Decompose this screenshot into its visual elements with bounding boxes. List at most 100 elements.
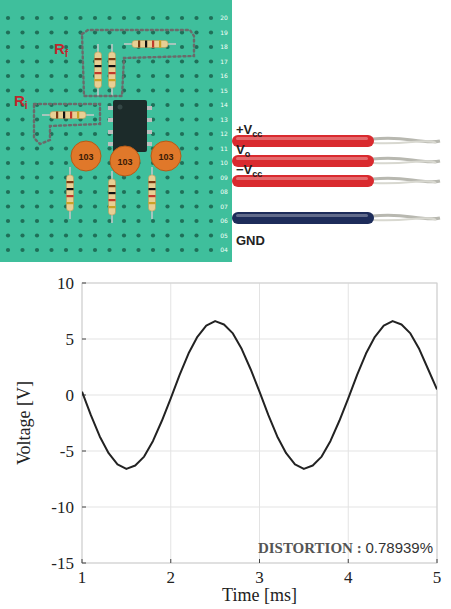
hole	[93, 190, 97, 194]
tick-x	[170, 559, 171, 563]
hole	[6, 132, 10, 136]
hole	[20, 219, 24, 223]
plot-frame	[82, 283, 437, 563]
hole	[49, 248, 53, 252]
row-number: 17	[220, 58, 228, 65]
annotation-value: 0.78939%	[365, 539, 433, 556]
tick-label-x: 2	[167, 568, 176, 587]
hole	[20, 132, 24, 136]
hole	[209, 74, 213, 78]
hole	[35, 190, 39, 194]
hole	[49, 59, 53, 63]
group-outline	[34, 104, 100, 144]
hole	[107, 248, 111, 252]
hole	[6, 88, 10, 92]
wire-label: +Vcc	[236, 122, 262, 139]
hole	[165, 175, 169, 179]
grid-line-x	[348, 283, 349, 563]
hole	[194, 219, 198, 223]
hole	[35, 146, 39, 150]
hole	[194, 103, 198, 107]
resistor-band	[70, 112, 72, 119]
resistor-body	[109, 179, 116, 215]
hole	[6, 190, 10, 194]
resistor-band	[159, 41, 161, 48]
hole	[122, 219, 126, 223]
hole	[165, 233, 169, 237]
hole	[20, 45, 24, 49]
hole	[64, 248, 68, 252]
hole	[49, 74, 53, 78]
hole	[64, 16, 68, 20]
hole	[49, 161, 53, 165]
group-label-main: R	[54, 40, 65, 57]
hole	[78, 74, 82, 78]
hole	[35, 59, 39, 63]
hole	[78, 132, 82, 136]
capacitor-label: 103	[78, 152, 93, 162]
hole	[194, 74, 198, 78]
hole	[165, 88, 169, 92]
resistor-band	[109, 65, 116, 67]
tick-label-x: 4	[344, 568, 353, 587]
hole	[209, 161, 213, 165]
hole	[136, 74, 140, 78]
components: 103103103	[42, 41, 181, 224]
grid-line-x	[259, 283, 260, 563]
hole	[93, 248, 97, 252]
wire-label: Vo	[236, 142, 251, 159]
hole	[107, 88, 111, 92]
hole	[209, 88, 213, 92]
resistor-band	[109, 185, 116, 187]
hole	[78, 204, 82, 208]
hole	[64, 146, 68, 150]
wire-strands	[372, 161, 436, 163]
resistor-body	[149, 175, 156, 211]
row-number: 19	[220, 29, 228, 36]
resistor-band	[149, 195, 156, 197]
hole	[6, 161, 10, 165]
hole	[20, 59, 24, 63]
hole	[122, 248, 126, 252]
resistor-band	[138, 41, 140, 48]
hole	[209, 59, 213, 63]
hole	[136, 233, 140, 237]
hole	[6, 30, 10, 34]
resistor-band	[63, 112, 65, 119]
capacitor-label: 103	[117, 157, 132, 167]
hole	[165, 16, 169, 20]
row-number: 09	[220, 174, 228, 181]
hole	[64, 74, 68, 78]
resistor-band	[109, 79, 116, 81]
tick-label-x: 5	[433, 568, 442, 587]
wire-highlight	[236, 214, 368, 217]
hole	[194, 146, 198, 150]
hole	[209, 146, 213, 150]
group-label-sub: i	[25, 100, 28, 111]
hole	[20, 117, 24, 121]
hole	[6, 117, 10, 121]
hole	[151, 88, 155, 92]
hole	[194, 175, 198, 179]
hole	[6, 146, 10, 150]
group-label-sub: f	[65, 48, 69, 59]
ic-chip	[113, 100, 147, 152]
resistor-band	[149, 181, 156, 183]
hole	[151, 233, 155, 237]
resistor-band	[109, 58, 116, 60]
hole	[209, 204, 213, 208]
hole	[165, 132, 169, 136]
hole	[6, 219, 10, 223]
hole	[194, 161, 198, 165]
hole	[49, 45, 53, 49]
resistor-band	[77, 112, 79, 119]
grid-line-y	[82, 339, 437, 340]
hole	[35, 74, 39, 78]
hole	[78, 219, 82, 223]
hole	[194, 204, 198, 208]
hole	[64, 161, 68, 165]
hole	[136, 248, 140, 252]
annotation: DISTORTION : 0.78939%	[258, 539, 433, 556]
wire-label-main: +V	[236, 122, 253, 137]
resistor-band	[109, 72, 116, 74]
